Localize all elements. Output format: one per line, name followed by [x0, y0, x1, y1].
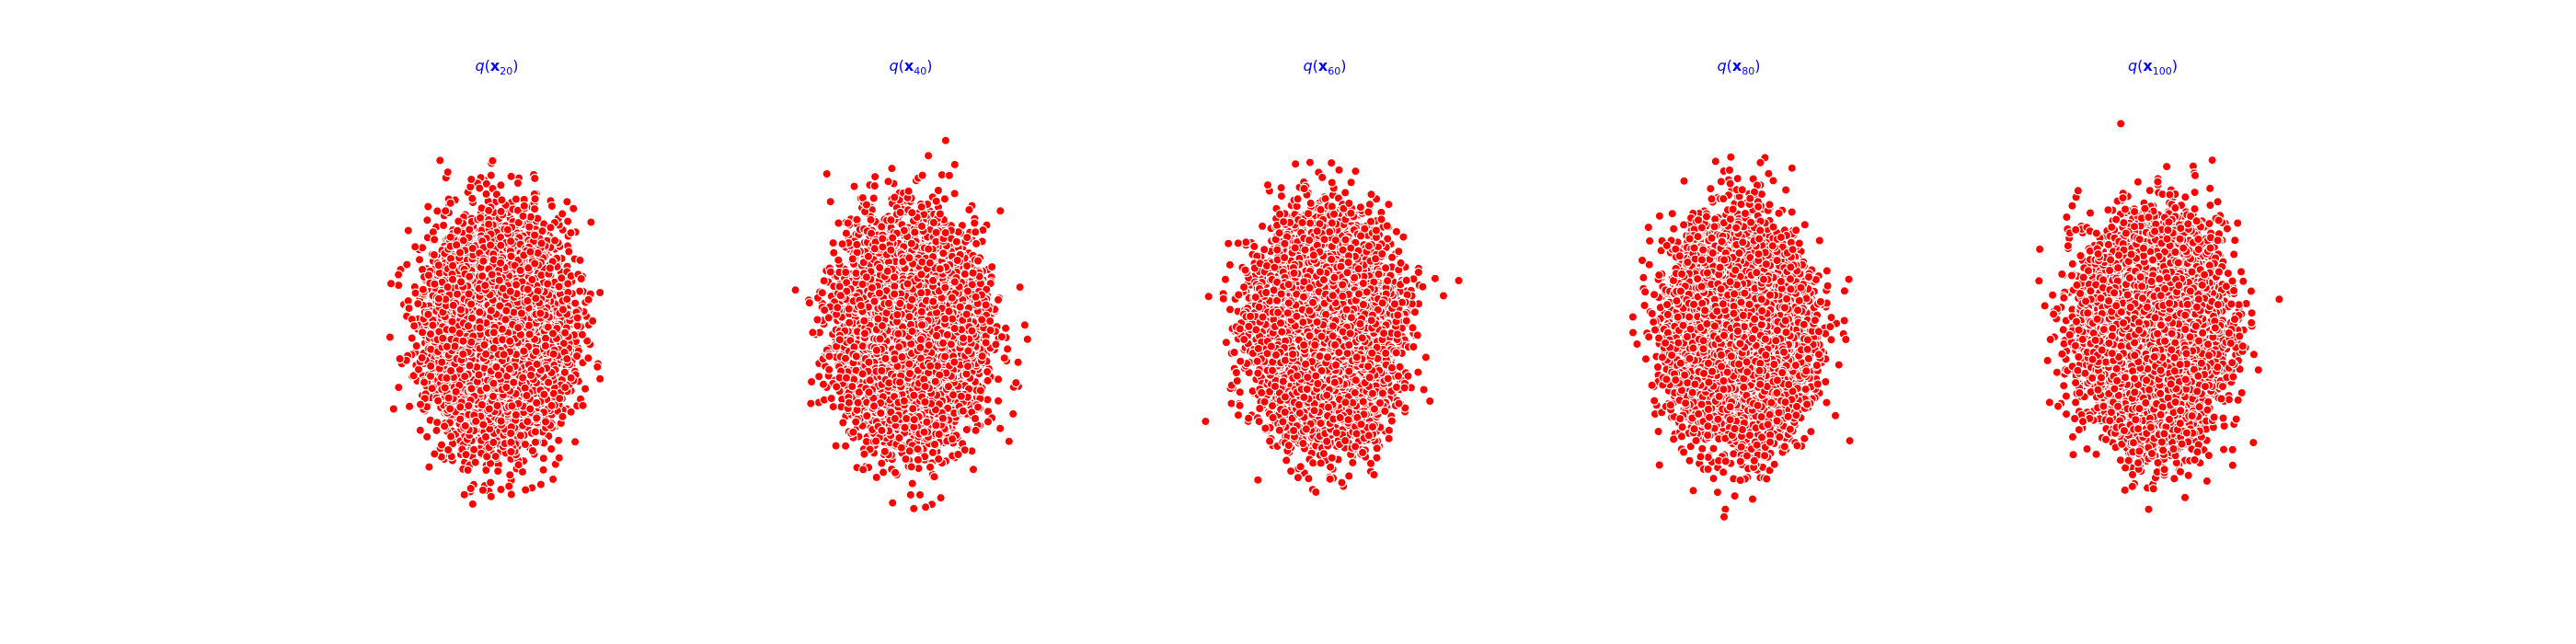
panel-title: q(x20): [476, 57, 519, 77]
scatter-point: [569, 204, 578, 213]
scatter-point: [547, 444, 556, 453]
scatter-point: [596, 288, 604, 296]
title-close-paren: ): [512, 57, 518, 75]
title-func: q: [476, 57, 485, 75]
scatter-point: [424, 202, 432, 211]
scatter-point: [416, 426, 424, 434]
scatter-point: [596, 374, 604, 383]
scatter-point: [536, 480, 545, 489]
scatter-point: [581, 385, 590, 393]
title-subscript: 20: [500, 65, 512, 77]
scatter-point: [539, 466, 547, 474]
scatter-point: [436, 156, 444, 165]
scatter-point: [507, 490, 515, 499]
scatter-point: [408, 334, 416, 342]
scatter-point: [507, 172, 515, 180]
